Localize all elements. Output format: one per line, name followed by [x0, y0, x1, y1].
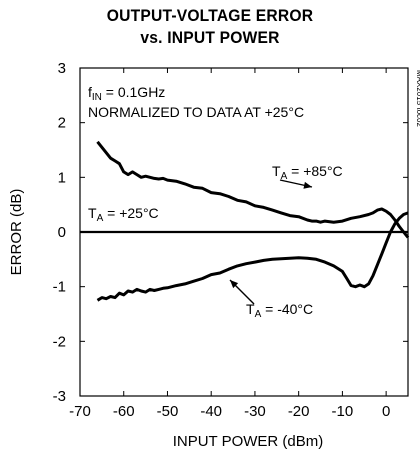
- x-axis-label: INPUT POWER (dBm): [173, 433, 324, 450]
- x-tick-label: -60: [113, 403, 135, 420]
- label-minus40c: TA = -40°C: [246, 301, 313, 320]
- y-axis-label: ERROR (dB): [8, 189, 25, 276]
- part-code: MAX2015 toc02: [415, 70, 420, 127]
- x-tick-label: -50: [157, 403, 179, 420]
- y-tick-label: 1: [58, 169, 66, 186]
- normalized-note: NORMALIZED TO DATA AT +25°C: [88, 104, 304, 120]
- y-tick-label: 0: [58, 224, 66, 241]
- label-85c: TA = +85°C: [272, 163, 343, 182]
- y-tick-label: -1: [53, 279, 66, 296]
- y-tick-label: -2: [53, 333, 66, 350]
- condition-label: fIN = 0.1GHz: [88, 84, 165, 103]
- arrow-85c-head: [303, 181, 312, 189]
- x-tick-label: -20: [288, 403, 310, 420]
- series-line-85c: [96, 140, 410, 239]
- x-tick-label: -40: [200, 403, 222, 420]
- x-tick-label: -70: [69, 403, 91, 420]
- arrow-minus40c-head: [230, 280, 239, 289]
- y-tick-label: -3: [53, 388, 66, 405]
- chart-title: OUTPUT-VOLTAGE ERROR: [106, 6, 314, 25]
- label-25c: TA = +25°C: [88, 205, 159, 224]
- x-tick-label: -10: [332, 403, 354, 420]
- series-line-minus40c: [96, 211, 409, 302]
- y-tick-label: 2: [58, 115, 66, 132]
- x-tick-label: 0: [382, 403, 390, 420]
- x-tick-label: -30: [244, 403, 266, 420]
- y-tick-label: 3: [58, 60, 66, 77]
- chart-subtitle: vs. INPUT POWER: [140, 28, 280, 47]
